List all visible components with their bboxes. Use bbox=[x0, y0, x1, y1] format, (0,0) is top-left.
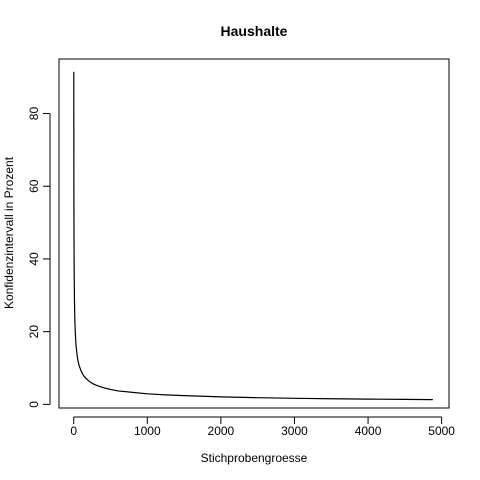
x-tick-label: 2000 bbox=[208, 424, 235, 438]
y-tick-label: 0 bbox=[27, 401, 41, 408]
plot-frame bbox=[58, 58, 450, 409]
x-axis-label: Stichprobengroesse bbox=[201, 451, 308, 465]
x-axis: 0 1000 2000 3000 4000 5000 bbox=[70, 416, 455, 438]
chart-title: Haushalte bbox=[221, 23, 288, 39]
x-tick-label: 3000 bbox=[281, 424, 308, 438]
x-tick-label: 0 bbox=[70, 424, 77, 438]
y-axis-label: Konfidenzintervall in Prozent bbox=[2, 156, 16, 309]
x-tick-label: 5000 bbox=[428, 424, 455, 438]
y-tick-label: 20 bbox=[27, 325, 41, 339]
y-tick-label: 80 bbox=[27, 107, 41, 121]
y-axis: 0 20 40 60 80 bbox=[27, 107, 51, 408]
x-tick-label: 4000 bbox=[355, 424, 382, 438]
y-tick-label: 40 bbox=[27, 252, 41, 266]
series-layer bbox=[73, 71, 433, 401]
x-tick-label: 1000 bbox=[134, 424, 161, 438]
y-tick-label: 60 bbox=[27, 179, 41, 193]
series-line bbox=[73, 71, 433, 401]
